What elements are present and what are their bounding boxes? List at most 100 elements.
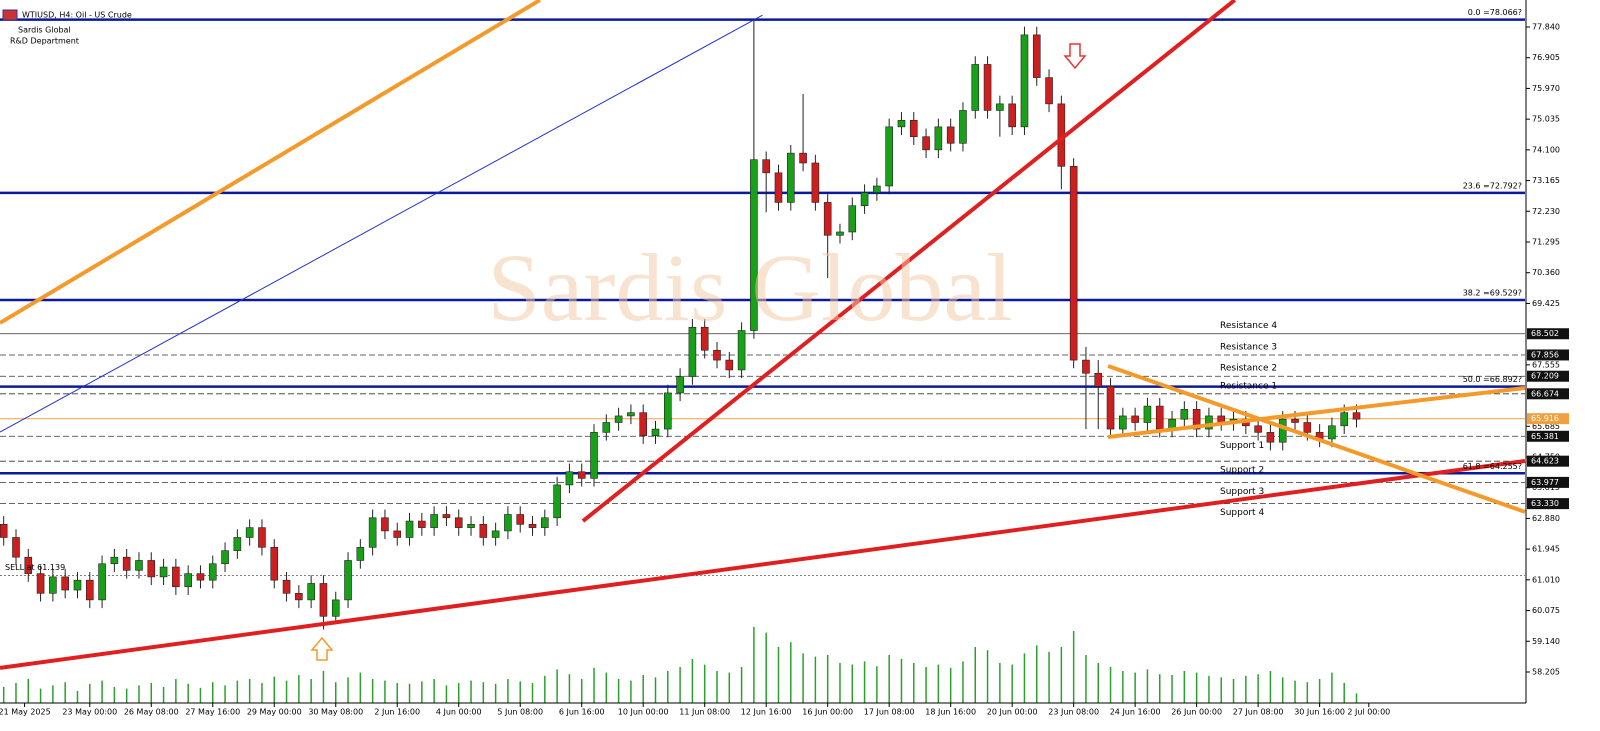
x-tick-label: 10 Jun 00:00 — [618, 708, 669, 717]
level-name: Support 2 — [1220, 466, 1264, 476]
x-tick-label: 6 Jun 16:00 — [559, 708, 605, 717]
y-tick-label: 60.075 — [1532, 606, 1560, 615]
candle-body — [688, 326, 697, 377]
fib-label: 61.8 =64.255? — [1463, 462, 1522, 471]
candle-body — [909, 119, 918, 138]
candle-body — [405, 520, 414, 538]
candle-body — [1303, 422, 1312, 433]
level-label: 67.856 — [1531, 350, 1559, 359]
candle-body — [1131, 415, 1139, 423]
x-tick-label: 30 May 08:00 — [308, 708, 363, 717]
candle-body — [1291, 418, 1299, 423]
level-label: 63.330 — [1531, 499, 1559, 508]
x-tick-label: 24 Jun 16:00 — [1110, 708, 1161, 717]
candle-body — [1082, 359, 1090, 374]
candle-body — [258, 527, 266, 548]
candle-body — [836, 231, 844, 236]
candle-body — [873, 185, 881, 193]
flag-icon — [2, 9, 18, 21]
fib-label: 23.6 =72.792? — [1463, 181, 1522, 190]
level-label: 65.381 — [1531, 432, 1559, 441]
candle-body — [799, 152, 807, 164]
y-tick-label: 75.970 — [1532, 84, 1560, 93]
y-tick-label: 69.425 — [1532, 299, 1560, 308]
candle-body — [848, 205, 857, 233]
candle-body — [442, 514, 451, 519]
level-box — [1527, 349, 1569, 361]
trend-line — [1107, 386, 1526, 439]
candle-body — [221, 550, 229, 565]
trend-line — [0, 14, 763, 433]
y-tick-label: 61.010 — [1532, 575, 1560, 584]
candle-body — [418, 520, 426, 528]
watermark: Sardis Global — [487, 234, 1012, 341]
x-tick-label: 18 Jun 16:00 — [925, 708, 976, 717]
candle-body — [49, 576, 57, 594]
level-name: Support 3 — [1220, 487, 1264, 497]
level-name: Resistance 4 — [1220, 321, 1277, 331]
candle-body — [1143, 405, 1152, 423]
candle-body — [528, 524, 537, 528]
candle-body — [959, 110, 967, 144]
candle-body — [491, 530, 500, 538]
candle-body — [98, 563, 106, 601]
candle-body — [1205, 415, 1213, 430]
x-tick-label: 16 Jun 00:00 — [802, 708, 853, 717]
candle-body — [1008, 103, 1016, 128]
x-tick-label: 30 Jun 16:00 — [1294, 708, 1345, 717]
x-tick-label: 23 May 00:00 — [62, 708, 117, 717]
candle-body — [700, 326, 709, 351]
level-box — [1527, 476, 1569, 488]
candle-body — [36, 573, 45, 594]
x-tick-label: 2 Jul 00:00 — [1347, 708, 1390, 717]
candle-body — [541, 517, 549, 528]
candle-body — [1278, 418, 1287, 443]
candle-body — [897, 119, 906, 128]
candle-body — [1032, 34, 1041, 78]
candle-body — [737, 330, 746, 371]
fib-label: 0.0 =78.066? — [1468, 8, 1522, 17]
x-tick-label: 2 Jun 16:00 — [374, 708, 420, 717]
candle-body — [122, 556, 131, 571]
candle-body — [368, 517, 377, 548]
y-tick-label: 58.205 — [1532, 667, 1560, 676]
candle-body — [184, 573, 192, 588]
x-tick-label: 4 Jun 00:00 — [436, 708, 482, 717]
candle-body — [762, 159, 770, 174]
x-tick-label: 12 Jun 16:00 — [741, 708, 792, 717]
candle-body — [1266, 432, 1275, 443]
x-tick-label: 29 May 00:00 — [247, 708, 302, 717]
y-tick-label: 72.230 — [1532, 207, 1560, 216]
x-tick-label: 26 Jun 00:00 — [1171, 708, 1222, 717]
candle-body — [750, 159, 758, 331]
candle-body — [1328, 425, 1336, 440]
candle-body — [356, 547, 365, 561]
candle-body — [430, 514, 438, 528]
candle-body — [946, 126, 955, 144]
last-price-label: 65.916 — [1531, 414, 1559, 423]
y-tick-label: 67.555 — [1532, 360, 1560, 369]
candle-body — [12, 537, 20, 558]
x-tick-label: 27 Jun 08:00 — [1233, 708, 1284, 717]
y-tick-label: 74.100 — [1532, 145, 1560, 154]
candle-body — [73, 579, 82, 591]
level-name: Resistance 3 — [1220, 342, 1277, 352]
fib-label: 50.0 =66.892? — [1463, 375, 1522, 384]
level-name: Resistance 2 — [1220, 364, 1277, 374]
candle-body — [1119, 415, 1127, 430]
candle-body — [516, 514, 525, 525]
trend-line — [1107, 364, 1526, 514]
y-tick-label: 70.360 — [1532, 268, 1560, 277]
candle-body — [614, 415, 623, 423]
candle-body — [295, 593, 303, 601]
candle-body — [786, 152, 795, 203]
y-tick-label: 65.685 — [1532, 422, 1560, 431]
candle-body — [1155, 405, 1164, 430]
level-label: 68.502 — [1531, 329, 1559, 338]
chart-title: WTIUSD, H4: Oil - US Crude — [22, 11, 132, 20]
fib-label: 38.2 =69.529? — [1463, 289, 1522, 298]
candle-body — [196, 573, 205, 581]
candle-body — [577, 471, 586, 479]
candle-body — [1192, 409, 1201, 430]
